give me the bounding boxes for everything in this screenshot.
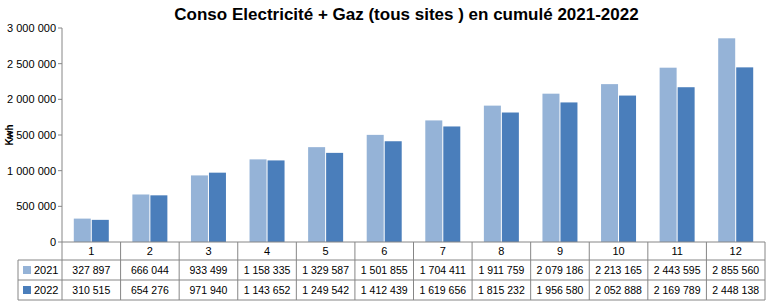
table-line xyxy=(62,242,63,300)
y-tick-label: 2 000 000 xyxy=(7,93,56,105)
data-table-cell: 666 044 xyxy=(131,264,169,276)
bar xyxy=(367,135,384,242)
bar xyxy=(132,194,149,242)
bar xyxy=(326,153,343,242)
data-table-cell: 654 276 xyxy=(131,284,169,296)
x-tick-label: 3 xyxy=(205,245,211,257)
y-tick-label: 2 500 000 xyxy=(7,58,56,70)
bar xyxy=(425,120,442,242)
y-axis xyxy=(62,28,63,242)
bar xyxy=(502,113,519,242)
table-line xyxy=(706,242,707,300)
bar xyxy=(150,195,167,242)
bar xyxy=(718,38,735,242)
x-tick-label: 8 xyxy=(498,245,504,257)
data-table-cell: 2 448 138 xyxy=(712,284,759,296)
table-line xyxy=(413,242,414,300)
y-tick xyxy=(58,206,62,207)
data-table-cell: 1 815 232 xyxy=(478,284,525,296)
table-line xyxy=(18,300,765,301)
bar xyxy=(660,68,677,242)
y-tick-label: 500 000 xyxy=(16,200,56,212)
bar xyxy=(678,87,695,242)
data-table-cell: 2 052 888 xyxy=(595,284,642,296)
y-tick xyxy=(58,28,62,29)
data-table-cell: 310 515 xyxy=(72,284,110,296)
data-table-cell: 1 412 439 xyxy=(361,284,408,296)
chart: Conso Electricité + Gaz (tous sites ) en… xyxy=(0,0,773,305)
bar xyxy=(92,220,109,242)
data-table-cell: 1 619 656 xyxy=(419,284,466,296)
table-line xyxy=(354,242,355,300)
x-tick-label: 9 xyxy=(557,245,563,257)
data-table-cell: 1 158 335 xyxy=(244,264,291,276)
data-table-cell: 1 329 587 xyxy=(302,264,349,276)
bar xyxy=(191,175,208,242)
bar xyxy=(268,160,285,242)
table-line xyxy=(530,242,531,300)
title: Conso Electricité + Gaz (tous sites ) en… xyxy=(174,5,638,24)
x-tick-label: 4 xyxy=(264,245,270,257)
data-table-cell: 1 249 542 xyxy=(302,284,349,296)
bar xyxy=(560,102,577,242)
legend-label: 2021 xyxy=(34,264,58,276)
x-tick-label: 7 xyxy=(440,245,446,257)
table-line xyxy=(237,242,238,300)
x-tick-label: 11 xyxy=(671,245,682,257)
data-table-cell: 971 940 xyxy=(189,284,227,296)
table-line xyxy=(647,242,648,300)
table-line xyxy=(179,242,180,300)
bar xyxy=(484,106,501,242)
bar xyxy=(542,94,559,242)
x-tick-label: 1 xyxy=(88,245,94,257)
bar xyxy=(385,141,402,242)
data-table-cell: 2 169 789 xyxy=(654,284,701,296)
y-tick xyxy=(58,242,62,243)
bar xyxy=(619,96,636,242)
x-tick-label: 10 xyxy=(612,245,624,257)
data-table-cell: 1 704 411 xyxy=(420,264,466,276)
table-line xyxy=(472,242,473,300)
data-table-cell: 2 443 595 xyxy=(654,264,701,276)
legend-key xyxy=(23,266,31,274)
table-line xyxy=(589,242,590,300)
bar xyxy=(443,126,460,242)
bar xyxy=(250,159,267,242)
data-table-cell: 1 956 580 xyxy=(537,284,584,296)
data-table-cell: 933 499 xyxy=(189,264,227,276)
data-table-cell: 2 213 165 xyxy=(595,264,642,276)
table-line xyxy=(18,280,765,281)
x-tick-label: 6 xyxy=(381,245,387,257)
y-tick-label: 1 000 000 xyxy=(7,165,56,177)
bar xyxy=(736,67,753,242)
data-table-cell: 1 911 759 xyxy=(478,264,524,276)
table-line xyxy=(120,242,121,300)
data-table-cell: 1 501 855 xyxy=(361,264,408,276)
data-table-cell: 1 143 652 xyxy=(244,284,291,296)
table-line xyxy=(765,242,766,300)
y-tick xyxy=(58,170,62,171)
table-line xyxy=(18,260,765,261)
bar xyxy=(308,147,325,242)
bar xyxy=(601,84,618,242)
y-tick xyxy=(58,99,62,100)
data-table-cell: 2 079 186 xyxy=(537,264,584,276)
x-tick-label: 12 xyxy=(730,245,742,257)
y-tick-label: 3 000 000 xyxy=(7,22,56,34)
data-table-cell: 2 855 560 xyxy=(712,264,759,276)
x-tick-label: 5 xyxy=(323,245,329,257)
y-tick xyxy=(58,63,62,64)
y-tick xyxy=(58,135,62,136)
bar xyxy=(74,219,91,242)
x-tick-label: 2 xyxy=(147,245,153,257)
bar xyxy=(209,173,226,242)
y-tick-label: 1 500 000 xyxy=(7,129,56,141)
data-table-cell: 327 897 xyxy=(72,264,110,276)
bars xyxy=(74,38,753,242)
legend-key xyxy=(23,286,31,294)
legend-label: 2022 xyxy=(34,284,58,296)
y-tick-label: 0 xyxy=(50,236,56,248)
table-line xyxy=(296,242,297,300)
